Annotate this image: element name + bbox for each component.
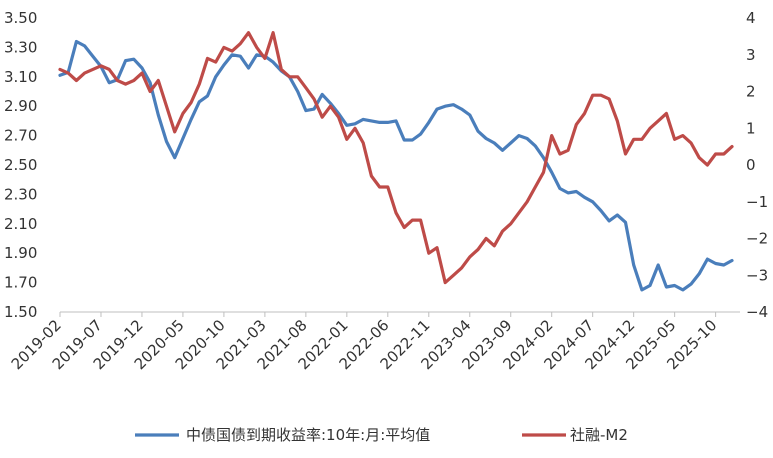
left-tick-label: 3.30 bbox=[4, 38, 37, 56]
right-tick-label: 1 bbox=[746, 119, 756, 137]
series-line-2 bbox=[58, 31, 734, 285]
left-axis-ticks: 3.50 3.30 3.10 2.90 2.70 2.50 2.30 2.10 1.90 1.70… bbox=[4, 9, 37, 321]
right-tick-label: −2 bbox=[746, 230, 768, 248]
left-tick-label: 2.30 bbox=[4, 185, 37, 203]
right-tick-label: 0 bbox=[746, 156, 756, 174]
series-line-1 bbox=[58, 39, 734, 292]
left-tick-label: 3.50 bbox=[4, 9, 37, 27]
right-tick-label: 4 bbox=[746, 9, 756, 27]
x-axis-ticks: 2019-022019-072019-122020-052020-102021-… bbox=[8, 312, 720, 373]
left-tick-label: 1.90 bbox=[4, 244, 37, 262]
right-tick-label: 3 bbox=[746, 46, 756, 64]
left-tick-label: 1.50 bbox=[4, 303, 37, 321]
right-tick-label: −4 bbox=[746, 303, 768, 321]
right-tick-label: 2 bbox=[746, 83, 756, 101]
left-tick-label: 3.10 bbox=[4, 68, 37, 86]
right-tick-label: −3 bbox=[746, 266, 768, 284]
right-tick-label: −1 bbox=[746, 193, 768, 211]
legend-label-1: 中债国债到期收益率:10年:月:平均值 bbox=[186, 426, 430, 444]
legend-label-2: 社融-M2 bbox=[570, 426, 628, 444]
left-tick-label: 2.10 bbox=[4, 215, 37, 233]
left-tick-label: 2.70 bbox=[4, 127, 37, 145]
left-tick-label: 1.70 bbox=[4, 274, 37, 292]
plot-lines bbox=[58, 31, 734, 292]
legend: 中债国债到期收益率:10年:月:平均值 社融-M2 bbox=[135, 426, 628, 444]
left-tick-label: 2.90 bbox=[4, 97, 37, 115]
left-tick-label: 2.50 bbox=[4, 156, 37, 174]
right-axis-ticks: 4 3 2 1 0 −1 −2 −3 −4 bbox=[746, 9, 768, 321]
